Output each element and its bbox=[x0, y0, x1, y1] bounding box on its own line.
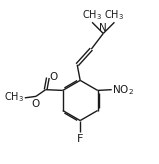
Text: CH$_3$: CH$_3$ bbox=[82, 8, 102, 21]
Text: CH$_3$: CH$_3$ bbox=[104, 8, 124, 21]
Text: O: O bbox=[32, 99, 40, 109]
Text: CH$_3$: CH$_3$ bbox=[4, 91, 24, 104]
Text: N: N bbox=[99, 23, 107, 33]
Text: F: F bbox=[77, 134, 83, 144]
Text: O: O bbox=[50, 72, 58, 82]
Text: NO$_2$: NO$_2$ bbox=[112, 83, 134, 97]
